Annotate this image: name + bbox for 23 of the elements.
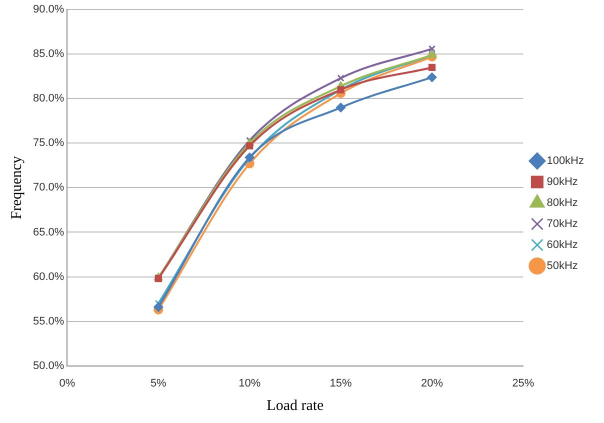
- y-tick-label: 50.0%: [32, 360, 64, 372]
- x-axis-title: Load rate: [266, 398, 324, 414]
- legend-label: 70kHz: [546, 218, 578, 230]
- y-axis-title: Frequency: [8, 156, 25, 220]
- x-tick-label: 15%: [330, 377, 352, 390]
- legend-label: 80kHz: [546, 197, 578, 210]
- x-tick-label: 10%: [238, 377, 261, 390]
- x-tick-label: 0%: [59, 377, 76, 390]
- y-tick-label: 70.0%: [32, 182, 64, 194]
- legend-label: 90kHz: [546, 176, 578, 188]
- legend-label: 50kHz: [546, 260, 578, 272]
- y-tick-label: 85.0%: [32, 48, 64, 60]
- x-tick-label: 25%: [512, 377, 534, 390]
- y-tick-label: 90.0%: [32, 4, 64, 16]
- y-tick-label: 65.0%: [32, 226, 64, 238]
- y-tick-label: 60.0%: [32, 270, 64, 283]
- y-tick-label: 75.0%: [32, 137, 64, 150]
- y-tick-label: 55.0%: [32, 315, 64, 328]
- y-tick-label: 80.0%: [32, 92, 64, 105]
- legend-label: 100kHz: [546, 155, 584, 168]
- x-tick-label: 5%: [150, 377, 167, 390]
- legend-label: 60kHz: [546, 239, 578, 252]
- x-tick-label: 20%: [420, 377, 444, 390]
